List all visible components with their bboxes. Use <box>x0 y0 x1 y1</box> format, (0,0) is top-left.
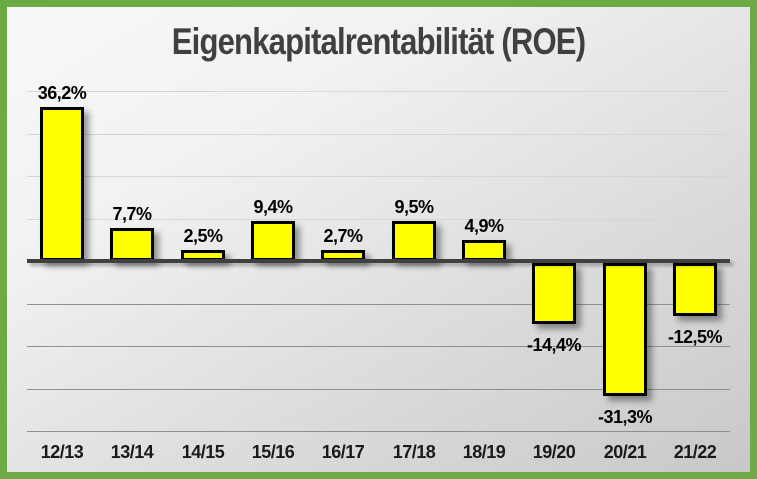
x-axis-label: 21/22 <box>673 442 717 462</box>
x-axis-label: 16/17 <box>321 442 365 462</box>
bar-value-label: 36,2% <box>37 83 87 103</box>
bar-value-label: 7,7% <box>112 204 152 224</box>
gridline <box>27 346 730 347</box>
gridline <box>27 91 730 92</box>
zero-axis-line <box>27 259 730 263</box>
bar-value-label: 4,9% <box>464 216 504 236</box>
bar-12-13 <box>40 107 84 261</box>
gridline <box>27 304 730 305</box>
bar-13-14 <box>110 228 154 261</box>
gridline <box>27 219 730 220</box>
x-axis-label: 12/13 <box>40 442 84 462</box>
bar-20-21 <box>603 263 647 396</box>
bar-value-label: -31,3% <box>597 407 653 427</box>
gridline <box>27 176 730 177</box>
x-axis-label: 14/15 <box>181 442 225 462</box>
bar-18-19 <box>462 240 506 261</box>
x-axis-label: 19/20 <box>532 442 576 462</box>
gridline <box>27 389 730 390</box>
x-axis-label: 15/16 <box>251 442 295 462</box>
bar-value-label: -14,4% <box>526 335 582 355</box>
bar-21-22 <box>673 263 717 316</box>
bar-value-label: 2,5% <box>183 226 223 246</box>
gridline <box>27 431 730 432</box>
x-axis-label: 13/14 <box>110 442 154 462</box>
bar-value-label: -12,5% <box>667 327 723 347</box>
x-axis-label: 20/21 <box>603 442 647 462</box>
bar-19-20 <box>532 263 576 324</box>
bar-value-label: 2,7% <box>323 226 363 246</box>
bar-value-label: 9,5% <box>394 197 434 217</box>
gridline <box>27 134 730 135</box>
bar-value-label: 9,4% <box>253 197 293 217</box>
x-axis-label: 17/18 <box>392 442 436 462</box>
chart-title: Eigenkapitalrentabilität (ROE) <box>171 21 586 62</box>
x-axis-label: 18/19 <box>462 442 506 462</box>
bar-17-18 <box>392 221 436 261</box>
